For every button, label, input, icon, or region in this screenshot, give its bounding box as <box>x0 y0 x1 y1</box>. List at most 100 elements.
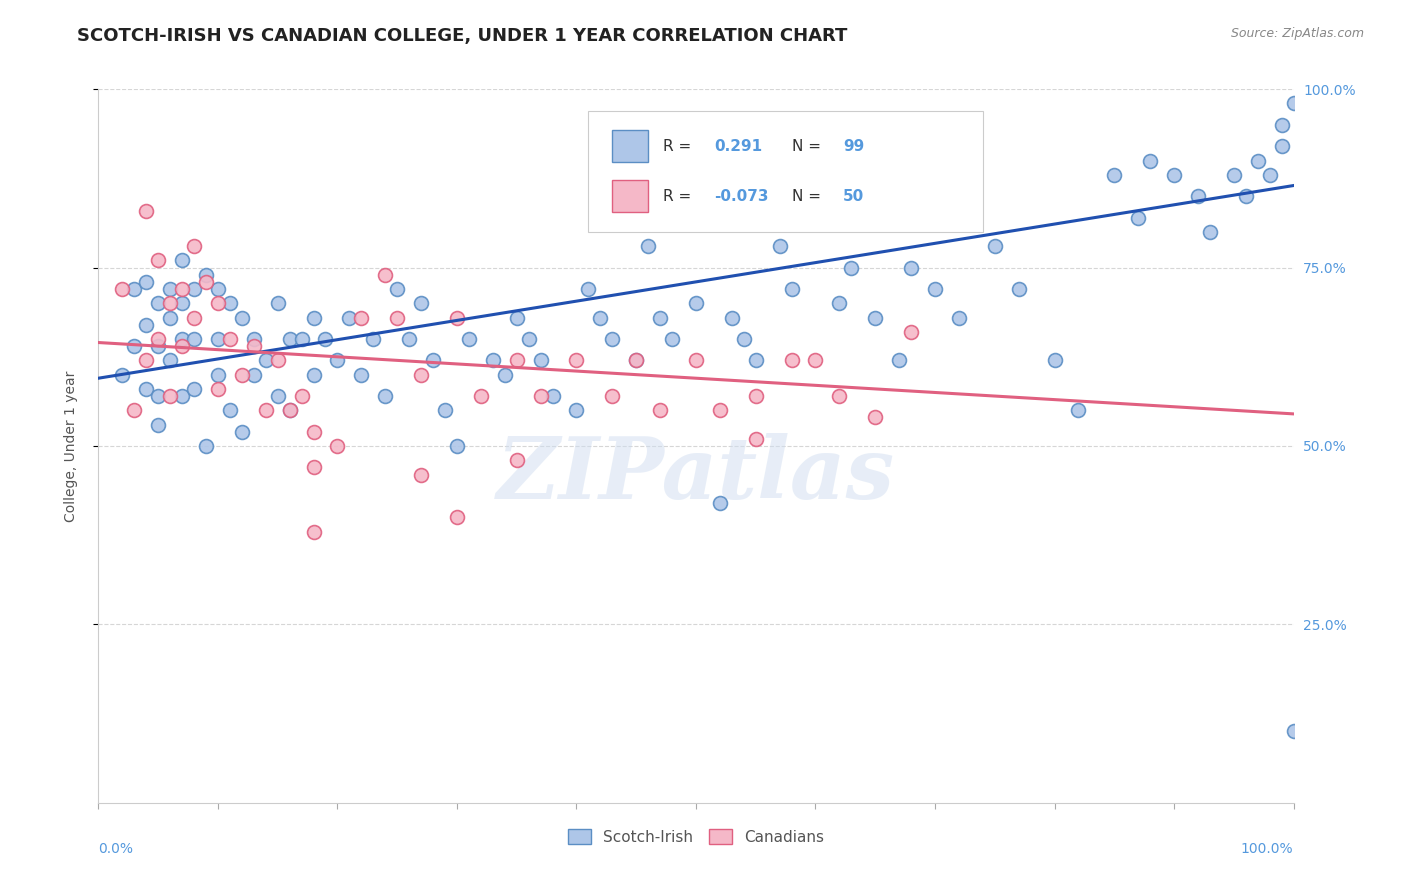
Point <box>948 310 970 325</box>
Text: R =: R = <box>662 189 696 203</box>
Text: Source: ZipAtlas.com: Source: ZipAtlas.com <box>1230 27 1364 40</box>
Point <box>267 389 290 403</box>
Point <box>172 296 194 310</box>
Point <box>207 368 229 382</box>
Point <box>1223 168 1246 182</box>
Point <box>231 310 253 325</box>
Point <box>1128 211 1150 225</box>
Point <box>458 332 481 346</box>
Point <box>111 282 134 296</box>
FancyBboxPatch shape <box>613 180 648 212</box>
Point <box>1234 189 1257 203</box>
Text: R =: R = <box>662 139 696 153</box>
Point <box>685 353 707 368</box>
Point <box>302 460 325 475</box>
Point <box>195 275 218 289</box>
Point <box>385 310 409 325</box>
Point <box>1067 403 1090 417</box>
Point <box>1187 189 1209 203</box>
Point <box>768 239 790 253</box>
Point <box>565 353 588 368</box>
Point <box>865 310 887 325</box>
Point <box>589 310 612 325</box>
Point <box>924 282 946 296</box>
Point <box>302 310 325 325</box>
Point <box>685 296 707 310</box>
Point <box>148 253 170 268</box>
Point <box>207 332 229 346</box>
Point <box>411 296 433 310</box>
Point <box>148 339 170 353</box>
Point <box>841 260 863 275</box>
Point <box>172 339 194 353</box>
Point <box>721 310 744 325</box>
Point <box>1247 153 1270 168</box>
Point <box>745 353 768 368</box>
Point <box>278 332 301 346</box>
Point <box>243 332 266 346</box>
Point <box>350 368 373 382</box>
Point <box>506 310 529 325</box>
Point <box>470 389 492 403</box>
Point <box>183 310 205 325</box>
Point <box>374 389 396 403</box>
Point <box>195 268 218 282</box>
Y-axis label: College, Under 1 year: College, Under 1 year <box>63 370 77 522</box>
Text: 0.291: 0.291 <box>714 139 762 153</box>
Point <box>661 332 683 346</box>
Point <box>278 403 301 417</box>
Point <box>1043 353 1066 368</box>
Point <box>159 353 181 368</box>
Point <box>219 296 242 310</box>
Point <box>135 353 157 368</box>
Point <box>172 282 194 296</box>
Point <box>385 282 409 296</box>
Point <box>172 389 194 403</box>
Point <box>159 296 181 310</box>
Point <box>254 403 277 417</box>
Point <box>111 368 134 382</box>
Point <box>148 296 170 310</box>
Point <box>648 403 672 417</box>
Point <box>506 353 529 368</box>
Point <box>1271 139 1294 153</box>
Point <box>243 339 266 353</box>
Point <box>900 260 922 275</box>
Point <box>302 524 325 539</box>
Text: SCOTCH-IRISH VS CANADIAN COLLEGE, UNDER 1 YEAR CORRELATION CHART: SCOTCH-IRISH VS CANADIAN COLLEGE, UNDER … <box>77 27 848 45</box>
Point <box>602 389 624 403</box>
Point <box>124 339 146 353</box>
Point <box>374 268 396 282</box>
Point <box>243 368 266 382</box>
Point <box>183 382 205 396</box>
Point <box>302 368 325 382</box>
Point <box>183 239 205 253</box>
Point <box>1271 118 1294 132</box>
Point <box>434 403 457 417</box>
Point <box>363 332 385 346</box>
Point <box>159 389 181 403</box>
Text: N =: N = <box>792 189 825 203</box>
Point <box>889 353 911 368</box>
Point <box>709 403 731 417</box>
Point <box>745 432 768 446</box>
Point <box>1104 168 1126 182</box>
Point <box>315 332 337 346</box>
Point <box>350 310 373 325</box>
Point <box>135 275 157 289</box>
Point <box>984 239 1007 253</box>
Point <box>626 353 648 368</box>
Point <box>530 389 553 403</box>
Point <box>709 496 731 510</box>
Point <box>231 368 253 382</box>
Point <box>1282 724 1305 739</box>
FancyBboxPatch shape <box>589 111 983 232</box>
Point <box>1139 153 1161 168</box>
Point <box>780 353 803 368</box>
Point <box>494 368 516 382</box>
FancyBboxPatch shape <box>613 130 648 162</box>
Point <box>267 296 290 310</box>
Point <box>302 425 325 439</box>
Point <box>530 353 553 368</box>
Point <box>172 332 194 346</box>
